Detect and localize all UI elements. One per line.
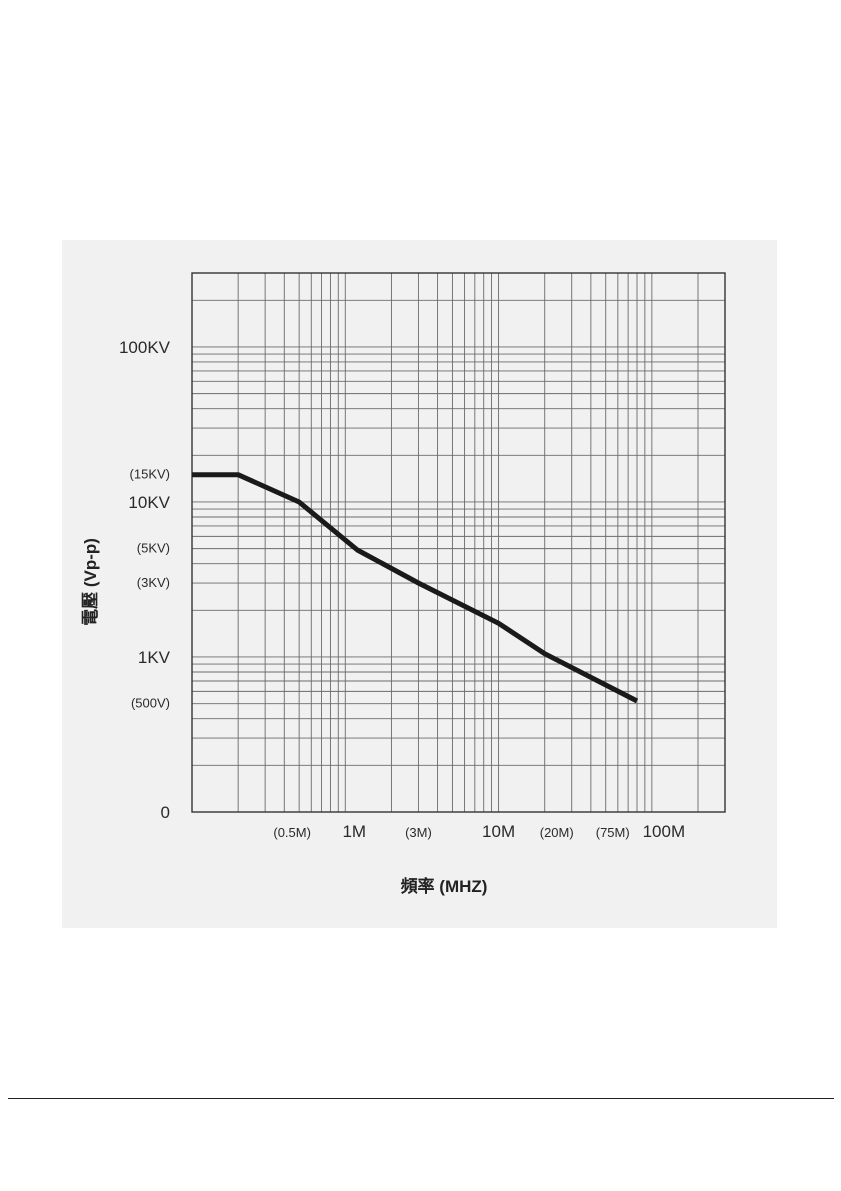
x-axis-label: 頻率 (MHZ) [400, 876, 488, 896]
x-tick-label: (75M) [596, 825, 630, 840]
footer-divider [8, 1098, 834, 1099]
y-tick-labels: 100KV (15KV) 10KV (5KV) (3KV) 1KV (500V) 0 [119, 338, 171, 822]
curve-layer [192, 472, 639, 704]
plot-frame [191, 272, 726, 813]
y-axis-label: 電壓 (Vp-p) [81, 538, 100, 626]
y-tick-label: (500V) [131, 696, 170, 711]
x-tick-label: (0.5M) [273, 825, 311, 840]
y-tick-label: (15KV) [130, 467, 170, 482]
grid [192, 273, 725, 812]
x-tick-label: (20M) [540, 825, 574, 840]
x-tick-label: 10M [482, 822, 515, 841]
voltage-curve-line [192, 472, 639, 704]
y-tick-label: 10KV [128, 493, 170, 512]
y-tick-label: (3KV) [137, 575, 170, 590]
x-tick-label: (3M) [405, 825, 432, 840]
x-tick-labels: (0.5M) 1M (3M) 10M (20M) (75M) 100M [273, 822, 685, 841]
y-tick-label: 0 [161, 803, 170, 822]
x-tick-label: 1M [342, 822, 366, 841]
x-tick-label: 100M [643, 822, 686, 841]
y-tick-label: 1KV [138, 648, 171, 667]
y-tick-label: 100KV [119, 338, 171, 357]
y-tick-label: (5KV) [137, 541, 170, 556]
